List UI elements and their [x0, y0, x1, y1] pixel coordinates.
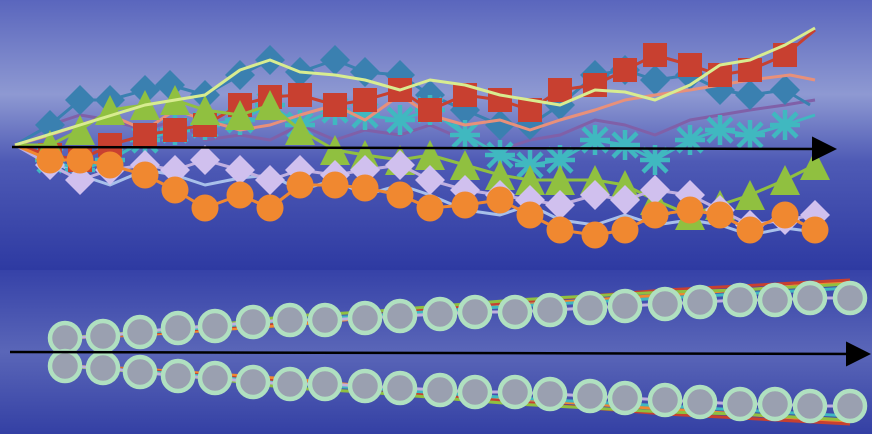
illustration — [0, 0, 872, 434]
page: {} — [0, 0, 872, 434]
